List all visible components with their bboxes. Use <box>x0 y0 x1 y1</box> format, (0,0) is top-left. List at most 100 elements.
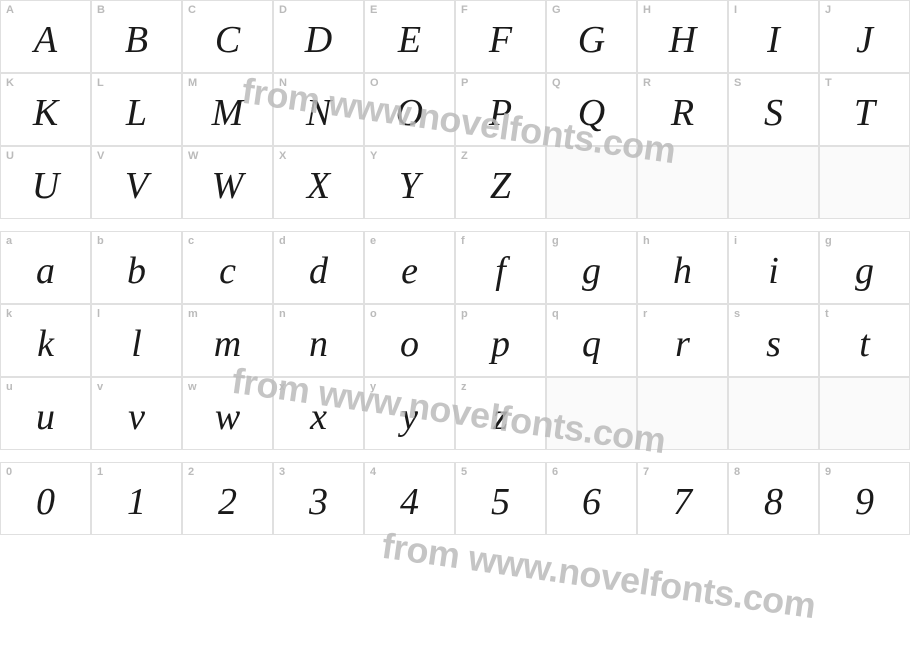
glyph-character: S <box>764 94 783 132</box>
glyph-character: w <box>215 398 240 436</box>
glyph-character: r <box>675 325 690 363</box>
cell-label: p <box>461 308 468 320</box>
glyph-character: N <box>306 94 331 132</box>
glyph-cell: JJ <box>819 0 910 73</box>
spacer-cell <box>273 219 364 231</box>
cell-label: z <box>461 381 467 393</box>
glyph-character: 7 <box>673 483 692 521</box>
glyph-character: X <box>307 167 330 205</box>
cell-label: d <box>279 235 286 247</box>
glyph-character: k <box>37 325 54 363</box>
cell-label: G <box>552 4 561 16</box>
glyph-cell: 44 <box>364 462 455 535</box>
glyph-cell: qq <box>546 304 637 377</box>
spacer-cell <box>182 450 273 462</box>
glyph-character: A <box>34 21 57 59</box>
glyph-cell: kk <box>0 304 91 377</box>
spacer-cell <box>273 450 364 462</box>
cell-label: t <box>825 308 829 320</box>
cell-label: O <box>370 77 379 89</box>
cell-label: e <box>370 235 376 247</box>
glyph-cell: 88 <box>728 462 819 535</box>
glyph-character: E <box>398 21 421 59</box>
glyph-row: UUVVWWXXYYZZ <box>0 146 911 219</box>
spacer-cell <box>546 219 637 231</box>
glyph-cell: tt <box>819 304 910 377</box>
glyph-cell: 11 <box>91 462 182 535</box>
glyph-cell: VV <box>91 146 182 219</box>
cell-label: h <box>643 235 650 247</box>
cell-label: A <box>6 4 14 16</box>
spacer-cell <box>728 219 819 231</box>
glyph-cell: bb <box>91 231 182 304</box>
cell-label: D <box>279 4 287 16</box>
glyph-cell: mm <box>182 304 273 377</box>
cell-label: o <box>370 308 377 320</box>
glyph-cell: nn <box>273 304 364 377</box>
glyph-character: 8 <box>764 483 783 521</box>
glyph-character: 6 <box>582 483 601 521</box>
cell-label: 5 <box>461 466 467 478</box>
glyph-cell: EE <box>364 0 455 73</box>
spacer-row <box>0 450 911 462</box>
cell-label: P <box>461 77 468 89</box>
cell-label: C <box>188 4 196 16</box>
watermark-text: from www.novelfonts.com <box>379 525 818 627</box>
glyph-character: e <box>401 252 418 290</box>
cell-label: 1 <box>97 466 103 478</box>
empty-cell <box>728 377 819 450</box>
glyph-cell: PP <box>455 73 546 146</box>
cell-label: J <box>825 4 831 16</box>
glyph-cell: ss <box>728 304 819 377</box>
glyph-cell: ii <box>728 231 819 304</box>
glyph-cell: 55 <box>455 462 546 535</box>
cell-label: M <box>188 77 197 89</box>
cell-label: b <box>97 235 104 247</box>
glyph-character: F <box>489 21 512 59</box>
spacer-row <box>0 219 911 231</box>
glyph-cell: SS <box>728 73 819 146</box>
glyph-cell: KK <box>0 73 91 146</box>
glyph-character: 2 <box>218 483 237 521</box>
glyph-character: 1 <box>127 483 146 521</box>
glyph-character: 3 <box>309 483 328 521</box>
glyph-cell: ZZ <box>455 146 546 219</box>
glyph-character: I <box>767 21 780 59</box>
cell-label: R <box>643 77 651 89</box>
glyph-row: KKLLMMNNOOPPQQRRSSTT <box>0 73 911 146</box>
glyph-cell: AA <box>0 0 91 73</box>
glyph-character: p <box>491 325 510 363</box>
glyph-character: g <box>855 252 874 290</box>
cell-label: Q <box>552 77 561 89</box>
cell-label: x <box>279 381 285 393</box>
glyph-cell: NN <box>273 73 364 146</box>
glyph-cell: GG <box>546 0 637 73</box>
glyph-character: J <box>856 21 873 59</box>
glyph-cell: aa <box>0 231 91 304</box>
glyph-cell: rr <box>637 304 728 377</box>
glyph-cell: ff <box>455 231 546 304</box>
cell-label: r <box>643 308 647 320</box>
cell-label: 3 <box>279 466 285 478</box>
glyph-character: P <box>489 94 512 132</box>
cell-label: V <box>97 150 104 162</box>
glyph-character: o <box>400 325 419 363</box>
cell-label: E <box>370 4 377 16</box>
glyph-cell: LL <box>91 73 182 146</box>
cell-label: k <box>6 308 12 320</box>
cell-label: s <box>734 308 740 320</box>
glyph-cell: XX <box>273 146 364 219</box>
glyph-cell: UU <box>0 146 91 219</box>
cell-label: f <box>461 235 465 247</box>
glyph-cell: uu <box>0 377 91 450</box>
glyph-character: f <box>495 252 506 290</box>
glyph-cell: 00 <box>0 462 91 535</box>
glyph-character: s <box>766 325 781 363</box>
glyph-cell: BB <box>91 0 182 73</box>
cell-label: 2 <box>188 466 194 478</box>
cell-label: a <box>6 235 12 247</box>
glyph-character: K <box>33 94 58 132</box>
glyph-cell: hh <box>637 231 728 304</box>
cell-label: n <box>279 308 286 320</box>
glyph-character: 9 <box>855 483 874 521</box>
